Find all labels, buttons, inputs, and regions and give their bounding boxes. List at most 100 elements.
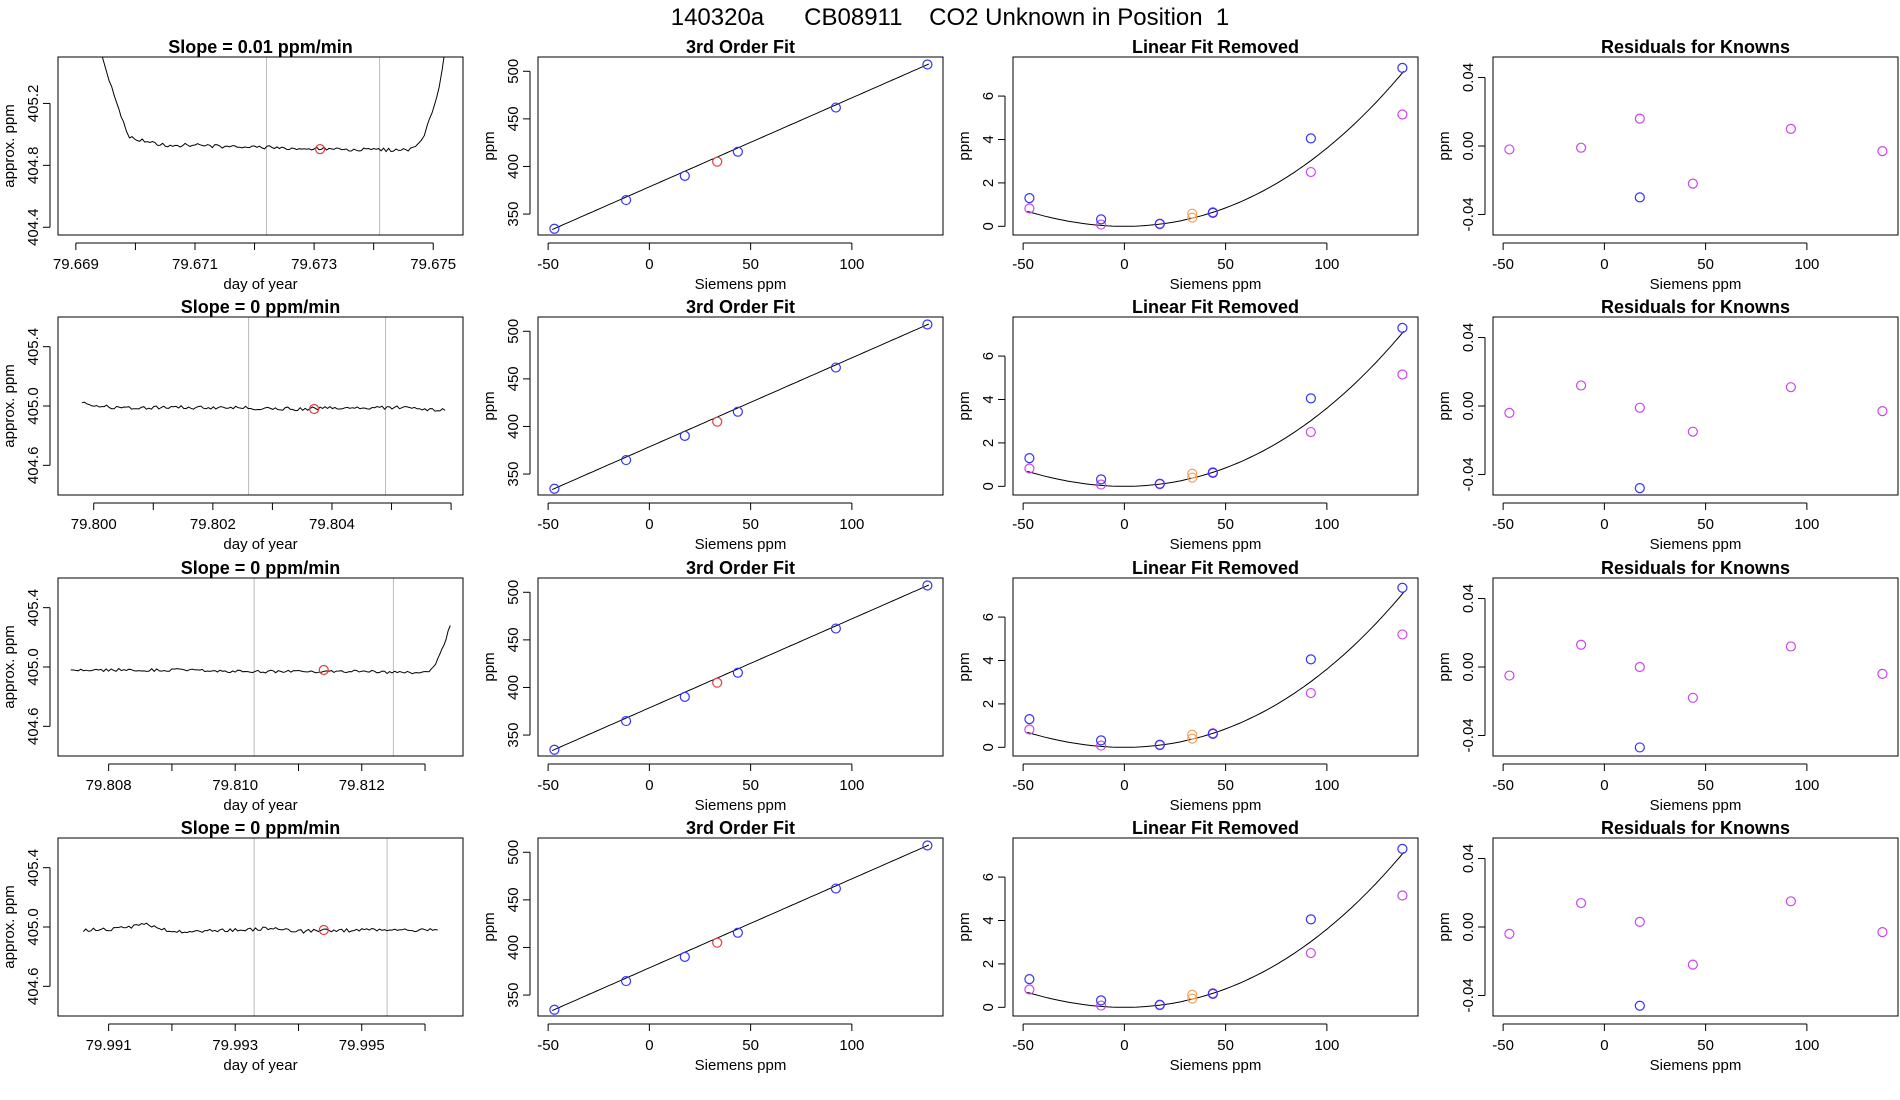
y-tick-label: 0 [980, 743, 997, 751]
known-point [830, 362, 841, 373]
y-tick-label: 2 [980, 439, 997, 447]
panel-title: Residuals for Knowns [1601, 37, 1790, 57]
known-point [732, 406, 743, 417]
data-point [1095, 1000, 1107, 1011]
data-point [1634, 661, 1645, 673]
data-point [1785, 896, 1796, 907]
x-axis-label: Siemens ppm [1650, 1057, 1742, 1074]
x-tick-label: 0 [1600, 777, 1608, 794]
x-tick-label: 50 [1697, 256, 1714, 273]
series-line [81, 401, 446, 412]
known-point [549, 223, 560, 234]
x-tick-label: 0 [645, 256, 653, 273]
y-axis-label: ppm [956, 131, 973, 160]
x-axis-label: Siemens ppm [695, 1057, 787, 1074]
x-tick-label: 0 [1120, 777, 1128, 794]
known-point [1024, 192, 1035, 204]
y-tick-label: 0.00 [1460, 652, 1477, 681]
y-tick-label: 405.2 [25, 85, 42, 123]
y-tick-label: 350 [505, 983, 522, 1008]
plot-frame [537, 56, 944, 236]
known-point [1154, 999, 1165, 1010]
fit-line [1027, 591, 1405, 748]
known-point [830, 102, 841, 113]
x-tick-label: 100 [1314, 777, 1339, 794]
y-tick-label: 500 [505, 580, 522, 605]
fit-line [551, 844, 930, 1012]
x-tick-label: -50 [1492, 1037, 1514, 1054]
panel-title: Linear Fit Removed [1132, 558, 1299, 578]
y-tick-label: 450 [505, 366, 522, 391]
x-tick-label: 0 [1600, 256, 1608, 273]
known-point [1207, 467, 1218, 478]
x-tick-label: 0 [1120, 1037, 1128, 1054]
known-point [922, 59, 933, 70]
plot-area [549, 319, 933, 494]
x-tick-label: 0 [1120, 516, 1128, 533]
x-tick-label: 100 [1314, 1037, 1339, 1054]
plot-frame [57, 577, 464, 757]
x-axis-label: Siemens ppm [695, 536, 787, 553]
x-axis-label: Siemens ppm [1170, 797, 1262, 814]
plot-frame [57, 837, 464, 1017]
plot-frame [537, 577, 944, 757]
data-point [1024, 203, 1035, 214]
series-line [82, 922, 438, 934]
data-point [1305, 947, 1316, 959]
panel-1-3: Linear Fit Removed Siemens ppm ppm -50 0 50 10… [956, 37, 1419, 293]
x-tick-label: 50 [1697, 1037, 1714, 1054]
plot-frame [1012, 56, 1419, 236]
plot-area [81, 317, 446, 495]
known-point [1397, 582, 1408, 593]
y-tick-label: 450 [505, 627, 522, 652]
known-point [1397, 62, 1408, 73]
x-axis-label: Siemens ppm [1170, 1057, 1262, 1074]
plot-frame [57, 56, 464, 236]
x-tick-label: 0 [1120, 256, 1128, 273]
known-point [1095, 995, 1107, 1006]
y-tick-label: 4 [980, 916, 997, 924]
panel-title: 3rd Order Fit [686, 37, 795, 57]
known-point [1024, 973, 1035, 985]
data-point [1687, 959, 1698, 970]
x-tick-label: 100 [839, 777, 864, 794]
x-tick-label: 79.671 [172, 256, 218, 273]
data-point [1187, 989, 1198, 1000]
x-axis-label: day of year [223, 797, 297, 814]
y-tick-label: 405.4 [25, 589, 42, 627]
y-tick-label: 500 [505, 840, 522, 865]
x-tick-label: 100 [1794, 1037, 1819, 1054]
x-tick-label: 79.804 [309, 516, 355, 533]
y-axis-label: ppm [481, 131, 498, 160]
unknown-point [712, 416, 723, 427]
data-point [1187, 208, 1198, 219]
x-tick-label: 50 [1697, 516, 1714, 533]
unknown-point [712, 156, 723, 167]
plot-frame [1492, 837, 1899, 1017]
plot-area [1504, 113, 1888, 203]
plot-frame [1012, 316, 1419, 496]
data-point [1187, 993, 1198, 1004]
panel-1-2: 3rd Order Fit Siemens ppm ppm -50 0 50 100 350 4… [481, 37, 944, 293]
data-point [1504, 144, 1515, 155]
known-point [1095, 735, 1107, 746]
plot-area [82, 838, 438, 1016]
unknown-point [712, 677, 723, 688]
data-point [1687, 426, 1698, 437]
data-point [1877, 406, 1888, 417]
known-point [1207, 728, 1218, 739]
y-axis-label: ppm [1436, 912, 1453, 941]
x-axis-label: Siemens ppm [1650, 276, 1742, 293]
plot-area [1504, 639, 1888, 753]
known-point [922, 580, 933, 591]
plot-frame [1012, 577, 1419, 757]
known-point [1154, 218, 1165, 229]
known-point [1207, 207, 1218, 218]
y-axis-label: ppm [481, 912, 498, 941]
y-axis-label: ppm [1436, 391, 1453, 420]
data-point [1095, 740, 1107, 751]
x-tick-label: -50 [1012, 516, 1034, 533]
x-tick-label: -50 [1012, 1037, 1034, 1054]
x-tick-label: 100 [839, 256, 864, 273]
data-point [1634, 113, 1645, 124]
